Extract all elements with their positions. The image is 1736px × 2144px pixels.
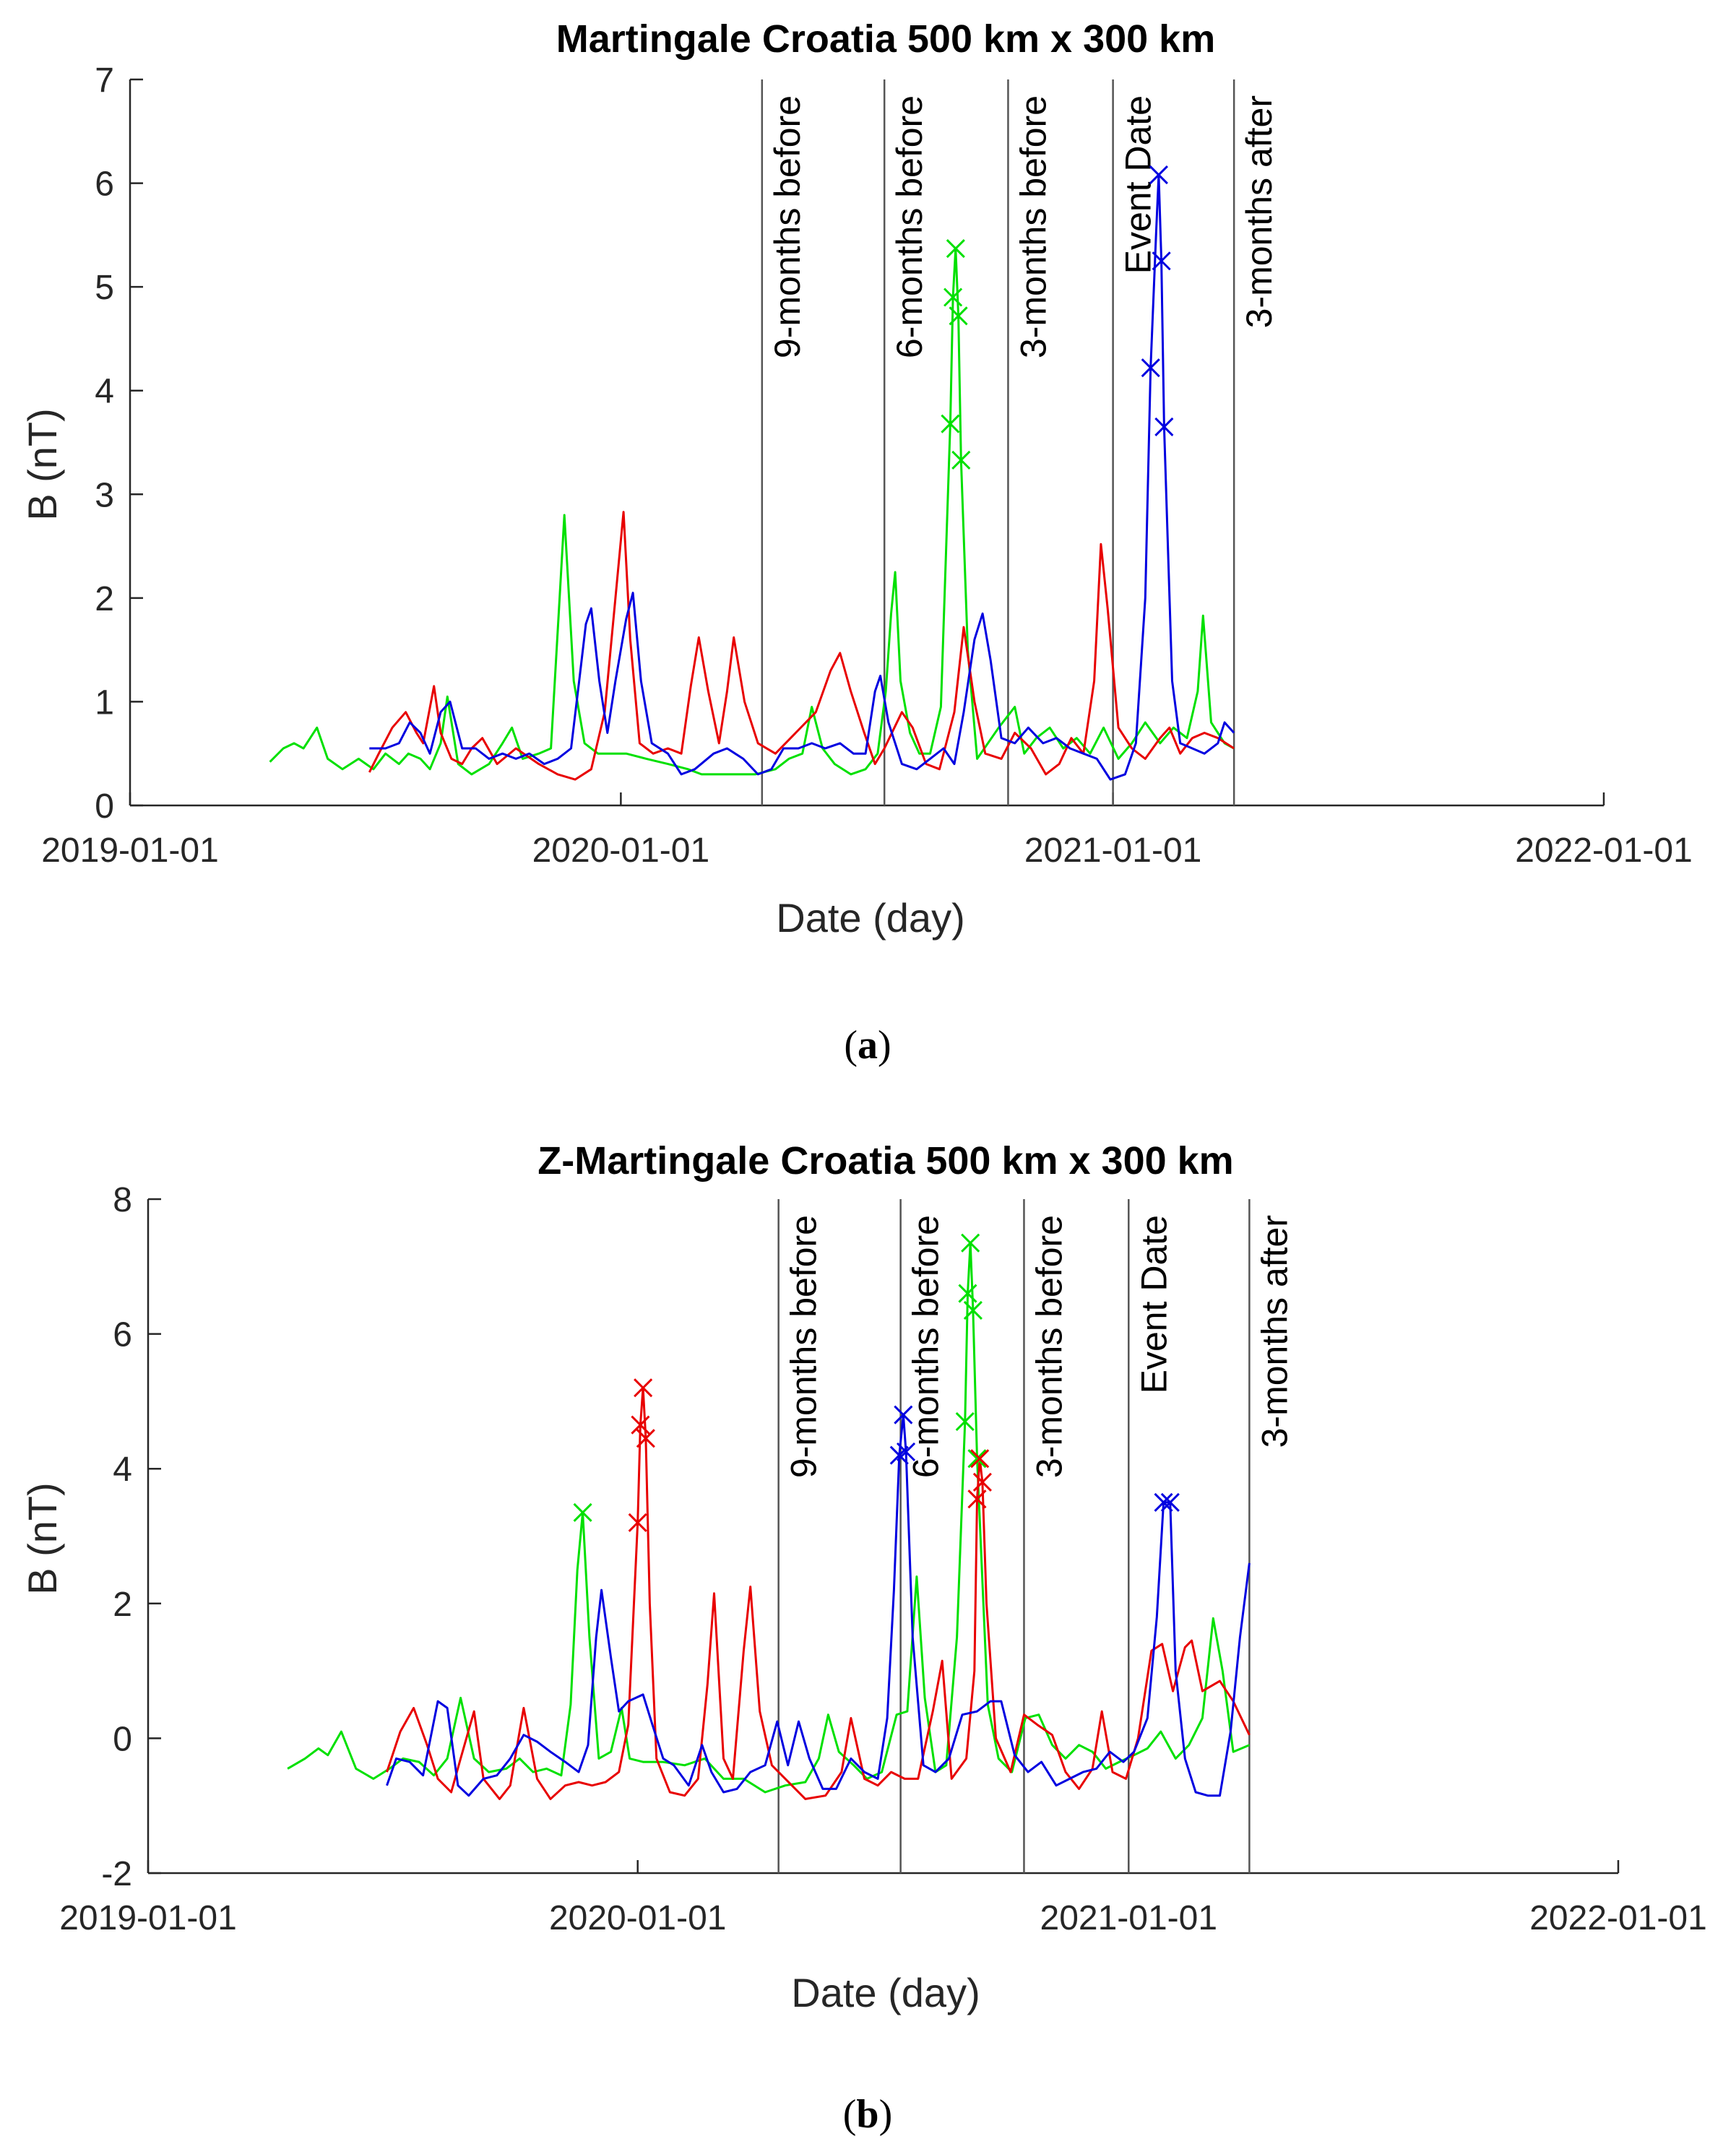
y-tick-label: 3 (95, 476, 114, 514)
y-tick-label: 8 (113, 1181, 132, 1219)
data-point-marker-red (634, 1378, 653, 1398)
data-point-marker-blue (1149, 165, 1168, 185)
data-point-marker-red (967, 1490, 987, 1509)
x-tick-label: 2020-01-01 (532, 831, 710, 870)
panel-a-plot-area: 0 1 2 3 4 5 6 7 2019-01-01 2020-01-01 2021-01-01 20… (41, 61, 1693, 870)
x-tick-label: 2022-01-01 (1515, 831, 1693, 870)
y-tick-label: 6 (95, 165, 114, 204)
panel-a-title: Martingale Croatia 500 km x 300 km (556, 17, 1215, 61)
event-marker-label: 9-months before (784, 1215, 824, 1478)
data-point-marker-green (946, 238, 965, 259)
data-point-marker-blue (894, 1405, 913, 1425)
series-line-blue (386, 1414, 1251, 1797)
data-point-marker-green (958, 1284, 977, 1303)
data-point-marker-blue (1154, 1492, 1173, 1512)
data-point-marker-blue (896, 1442, 916, 1461)
event-marker-label: Event Date (1133, 1215, 1174, 1393)
panel-a-chart: Martingale Croatia 500 km x 300 km Date … (20, 17, 1693, 1068)
panel-b-caption-letter: b (856, 2092, 878, 2137)
data-point-marker-green (961, 1233, 980, 1253)
data-point-marker-green (949, 306, 968, 326)
y-tick-label: 2 (113, 1586, 132, 1624)
event-marker-label: 3-months before (1029, 1215, 1069, 1478)
y-tick-label: 1 (95, 683, 114, 722)
data-point-marker-green (955, 1412, 975, 1431)
x-tick-label: 2019-01-01 (59, 1899, 237, 1937)
panel-a-caption-letter: a (858, 1023, 878, 1068)
data-point-marker-green (951, 450, 971, 470)
event-marker-label: 3-months after (1239, 95, 1279, 328)
panel-a-xlabel: Date (day) (776, 895, 964, 941)
y-tick-label: 4 (113, 1451, 132, 1489)
x-tick-label: 2021-01-01 (1024, 831, 1202, 870)
y-tick-label: 0 (95, 787, 114, 826)
data-point-marker-green (967, 1449, 987, 1469)
panel-b-plot-area: -2 0 2 4 6 8 2019-01-01 2020-01-01 2021-01-01 202… (59, 1181, 1707, 1937)
event-marker-label: 6-months before (889, 95, 930, 358)
event-marker-label: 6-months before (906, 1215, 946, 1478)
y-tick-label: 6 (113, 1316, 132, 1354)
y-tick-label: 4 (95, 373, 114, 411)
series-line-green (269, 247, 1235, 776)
series-line-red (368, 511, 1235, 781)
panel-a-caption: (a) (844, 1023, 891, 1068)
event-marker-label: 9-months before (767, 95, 808, 358)
panel-b-ylabel: B (nT) (20, 1482, 65, 1595)
data-point-marker-red (631, 1415, 650, 1435)
series-line-red (386, 1386, 1251, 1800)
y-tick-label: 7 (95, 61, 114, 100)
data-point-marker-green (941, 414, 960, 433)
y-tick-label: 2 (95, 580, 114, 618)
x-tick-label: 2022-01-01 (1529, 1899, 1707, 1937)
event-marker-label: 3-months after (1254, 1215, 1295, 1448)
panel-b-xlabel: Date (day) (791, 1970, 980, 2015)
data-point-marker-red (972, 1472, 992, 1492)
x-tick-label: 2020-01-01 (549, 1899, 727, 1937)
series-line-green (287, 1242, 1250, 1794)
data-point-marker-blue (1152, 251, 1171, 271)
data-point-marker-green (943, 288, 963, 307)
y-tick-label: 0 (113, 1720, 132, 1758)
data-point-marker-blue (1154, 417, 1174, 437)
event-marker-label: Event Date (1118, 95, 1159, 274)
panel-b-caption: (b) (843, 2092, 892, 2137)
y-tick-label: -2 (101, 1855, 132, 1893)
data-point-marker-red (970, 1449, 990, 1469)
data-point-marker-red (636, 1429, 655, 1448)
data-point-marker-red (628, 1513, 647, 1532)
panel-a-ylabel: B (nT) (20, 408, 65, 521)
data-point-marker-green (963, 1300, 983, 1320)
series-line-blue (369, 173, 1235, 781)
data-point-marker-green (573, 1503, 592, 1522)
y-tick-label: 5 (95, 269, 114, 307)
data-point-marker-blue (1160, 1492, 1180, 1512)
x-tick-label: 2021-01-01 (1040, 1899, 1218, 1937)
panel-b-chart: Z-Martingale Croatia 500 km x 300 km Dat… (20, 1139, 1707, 2137)
panel-b-title: Z-Martingale Croatia 500 km x 300 km (537, 1139, 1233, 1183)
data-point-marker-blue (1141, 358, 1160, 378)
event-marker-label: 3-months before (1013, 95, 1053, 358)
x-tick-label: 2019-01-01 (41, 831, 219, 870)
